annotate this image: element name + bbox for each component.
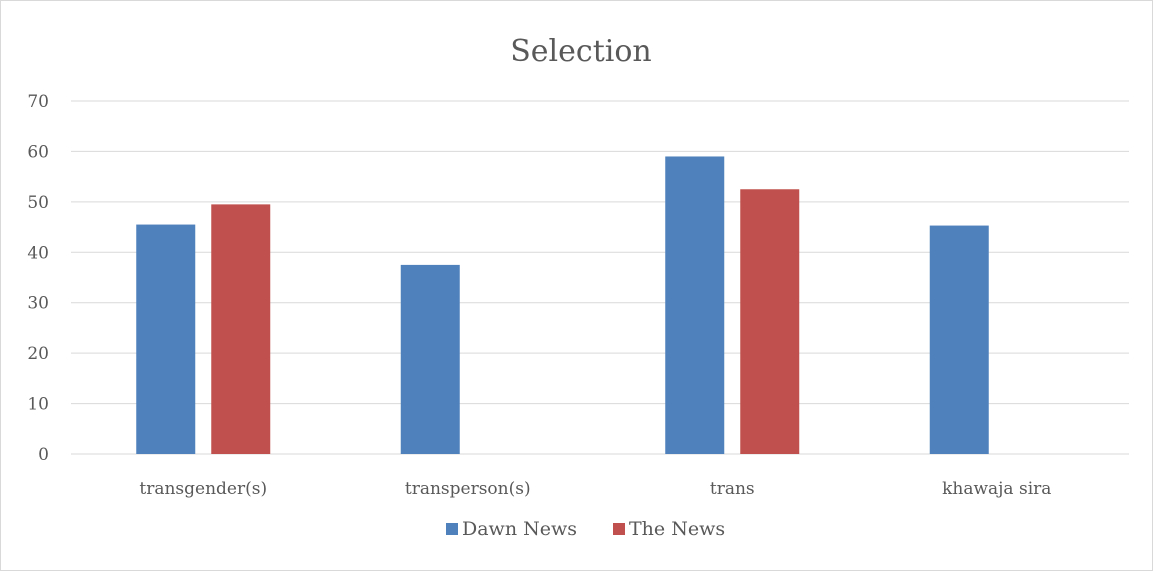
y-axis-ticks: 0 10 20 30 40 50 60 70 — [27, 92, 49, 465]
chart-title: Selection — [510, 34, 652, 69]
legend-swatch-1 — [613, 523, 625, 535]
bar-dawn-news-2 — [665, 156, 725, 454]
y-tick-label: 40 — [27, 243, 49, 263]
bar-dawn-news-0 — [136, 224, 196, 454]
y-tick-label: 50 — [27, 193, 49, 213]
y-tick-label: 60 — [27, 142, 49, 162]
bar-dawn-news-3 — [929, 225, 989, 454]
x-category-label: transperson(s) — [405, 479, 531, 499]
bar-the-news-2 — [740, 189, 800, 454]
bars — [136, 156, 989, 454]
x-category-label: trans — [710, 479, 755, 499]
bar-the-news-0 — [211, 204, 271, 454]
legend-label: Dawn News — [462, 518, 577, 540]
bar-dawn-news-1 — [400, 264, 460, 454]
legend-label: The News — [629, 518, 725, 540]
y-tick-label: 20 — [27, 344, 49, 364]
y-tick-label: 30 — [27, 294, 49, 314]
legend: Dawn News The News — [446, 518, 725, 540]
legend-swatch-0 — [446, 523, 458, 535]
y-tick-label: 70 — [27, 92, 49, 112]
y-tick-label: 0 — [38, 445, 49, 465]
x-category-label: khawaja sira — [942, 479, 1051, 499]
x-category-label: transgender(s) — [139, 479, 267, 499]
x-axis-categories: transgender(s) transperson(s) trans khawaja… — [139, 479, 1051, 499]
y-tick-label: 10 — [27, 395, 49, 415]
